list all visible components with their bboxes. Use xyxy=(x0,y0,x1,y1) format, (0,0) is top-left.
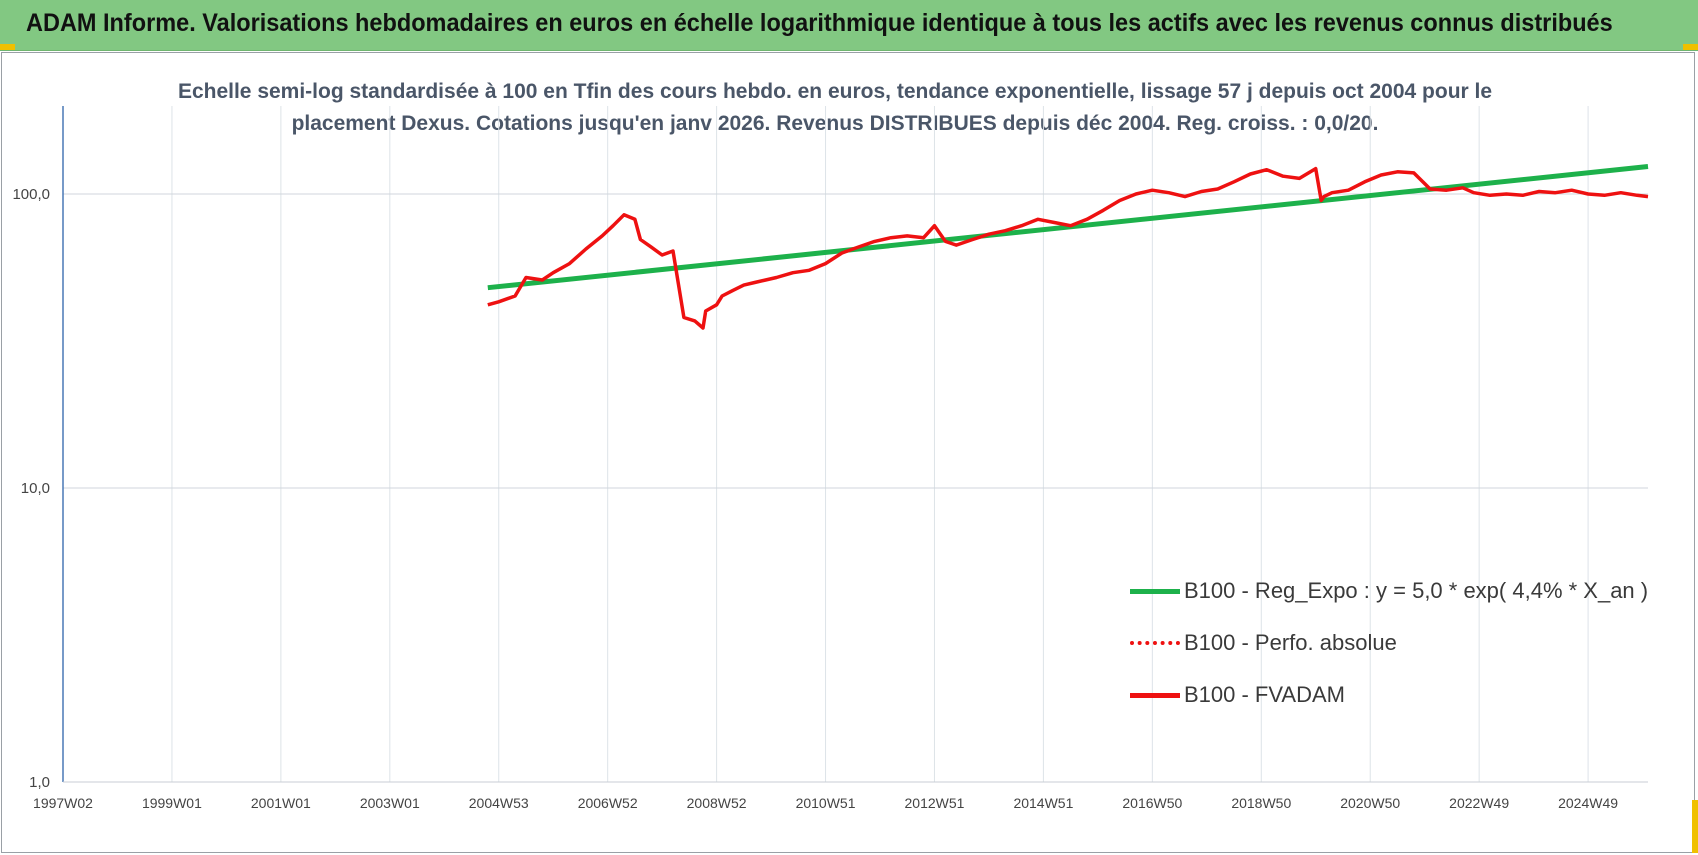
x-tick-label: 2020W50 xyxy=(1340,795,1400,811)
legend-label-regression: B100 - Reg_Expo : y = 5,0 * exp( 4,4% * … xyxy=(1184,578,1649,603)
x-tick-label: 2014W51 xyxy=(1013,795,1073,811)
x-tick-label: 2001W01 xyxy=(251,795,311,811)
x-tick-label: 2003W01 xyxy=(360,795,420,811)
x-tick-label: 2018W50 xyxy=(1231,795,1291,811)
header-banner: ADAM Informe. Valorisations hebdomadaire… xyxy=(0,0,1698,51)
series-line-regression xyxy=(487,164,1649,291)
legend-swatch-fvadam xyxy=(1130,692,1180,698)
x-tick-label: 1999W01 xyxy=(142,795,202,811)
x-tick-label: 2008W52 xyxy=(687,795,747,811)
x-tick-label: 2004W53 xyxy=(469,795,529,811)
chart-legend: B100 - Reg_Expo : y = 5,0 * exp( 4,4% * … xyxy=(1130,565,1648,721)
series-line-fvadam xyxy=(487,166,1649,330)
x-tick-label: 1997W02 xyxy=(33,795,93,811)
chart-title: Echelle semi-log standardisée à 100 en T… xyxy=(100,76,1570,140)
x-tick-label: 2006W52 xyxy=(578,795,638,811)
corner-marker-top-left xyxy=(0,44,15,50)
corner-marker-bottom-right xyxy=(1692,800,1698,853)
x-tick-label: 2022W49 xyxy=(1449,795,1509,811)
x-tick-label: 2012W51 xyxy=(905,795,965,811)
legend-label-perfo: B100 - Perfo. absolue xyxy=(1184,630,1397,655)
legend-item-perfo: B100 - Perfo. absolue xyxy=(1130,617,1648,669)
chart-title-line-2: placement Dexus. Cotations jusqu'en janv… xyxy=(291,112,1379,135)
chart-frame xyxy=(1,52,1695,853)
x-tick-label: 2024W49 xyxy=(1558,795,1618,811)
legend-swatch-perfo xyxy=(1130,641,1180,645)
y-tick-label: 1,0 xyxy=(29,774,50,791)
y-tick-label: 100,0 xyxy=(12,186,50,203)
chart-title-line-1: Echelle semi-log standardisée à 100 en T… xyxy=(177,80,1493,103)
x-tick-label: 2010W51 xyxy=(796,795,856,811)
legend-item-regression: B100 - Reg_Expo : y = 5,0 * exp( 4,4% * … xyxy=(1130,565,1648,617)
x-tick-label: 2016W50 xyxy=(1122,795,1182,811)
legend-swatch-regression xyxy=(1130,588,1180,594)
legend-label-fvadam: B100 - FVADAM xyxy=(1184,682,1345,707)
y-tick-label: 10,0 xyxy=(21,480,50,497)
legend-item-fvadam: B100 - FVADAM xyxy=(1130,669,1648,721)
corner-marker-top-right xyxy=(1683,44,1698,50)
page-title: ADAM Informe. Valorisations hebdomadaire… xyxy=(26,9,1613,37)
